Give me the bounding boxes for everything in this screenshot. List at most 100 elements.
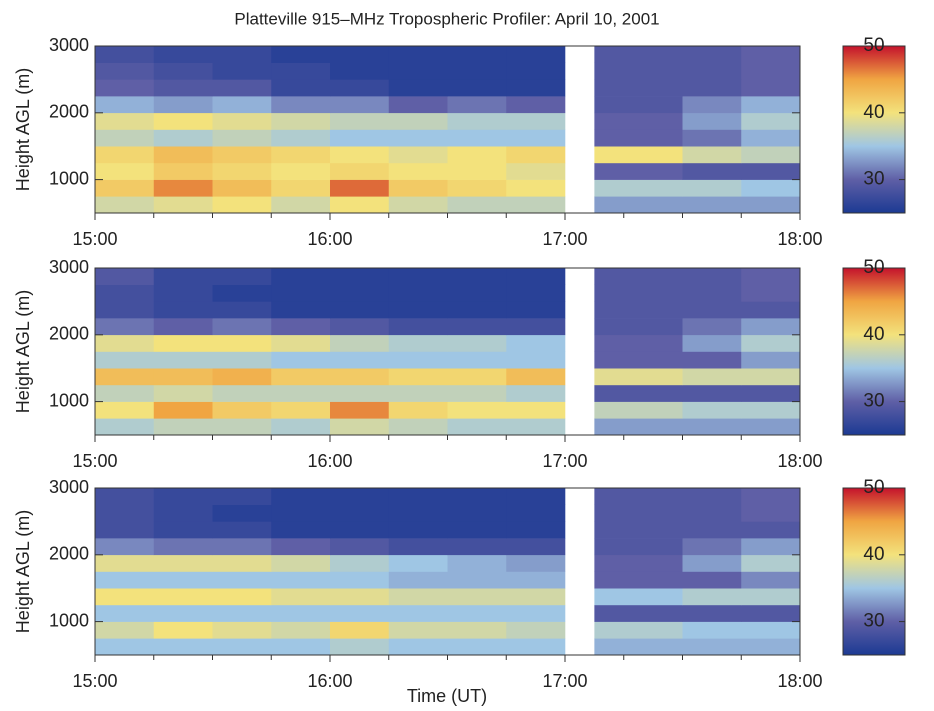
heatmap-cell xyxy=(506,554,566,572)
heatmap-cell xyxy=(388,46,448,63)
heatmap-cell xyxy=(153,621,213,639)
heatmap-cell xyxy=(271,46,331,63)
heatmap-cell xyxy=(95,488,155,505)
heatmap-cell xyxy=(212,112,272,130)
heatmap-cell xyxy=(212,196,272,214)
heatmap-cell xyxy=(741,638,801,656)
heatmap-cell xyxy=(153,162,213,180)
heatmap-cell xyxy=(330,146,390,164)
heatmap-cell xyxy=(594,79,683,97)
heatmap-cell xyxy=(271,554,331,572)
heatmap-cell xyxy=(212,538,272,556)
colorbar xyxy=(842,487,906,656)
x-tick-label: 18:00 xyxy=(777,671,822,691)
heatmap-cell xyxy=(330,79,390,97)
heatmap-cell xyxy=(271,112,331,130)
heatmap-cell xyxy=(682,504,742,522)
x-tick-label: 16:00 xyxy=(307,451,352,471)
y-tick-label: 1000 xyxy=(49,168,89,188)
heatmap-cell xyxy=(506,604,566,622)
heatmap-cell xyxy=(447,46,507,63)
heatmap-cell xyxy=(388,79,448,97)
heatmap-cell xyxy=(506,368,566,386)
heatmap-cell xyxy=(682,334,742,352)
colorbar-tick-label: 50 xyxy=(863,35,884,56)
heatmap-cell xyxy=(388,504,448,522)
heatmap-cell xyxy=(388,554,448,572)
heatmap-cell xyxy=(506,521,566,539)
heatmap-cell xyxy=(594,538,683,556)
heatmap-cell xyxy=(271,351,331,369)
heatmap-cell xyxy=(594,418,683,436)
heatmap-cell xyxy=(95,162,155,180)
heatmap-cell xyxy=(741,504,801,522)
heatmap-cell xyxy=(212,268,272,285)
heatmap-cell xyxy=(506,79,566,97)
x-tick-label: 17:00 xyxy=(542,229,587,249)
heatmap-cell xyxy=(212,146,272,164)
heatmap-cell xyxy=(741,79,801,97)
heatmap-cell xyxy=(388,334,448,352)
heatmap-cell xyxy=(741,418,801,436)
heatmap-cell xyxy=(594,621,683,639)
heatmap-cell xyxy=(594,146,683,164)
heatmap-cell xyxy=(447,418,507,436)
heatmap-cell xyxy=(682,301,742,319)
heatmap-cell xyxy=(95,334,155,352)
heatmap-cell xyxy=(271,521,331,539)
heatmap-cell xyxy=(447,268,507,285)
x-axis-label: Time (UT) xyxy=(407,686,487,706)
heatmap-cell xyxy=(447,196,507,214)
heatmap-cell xyxy=(506,384,566,402)
heatmap-cell xyxy=(153,129,213,147)
heatmap-cell xyxy=(271,368,331,386)
heatmap-cell xyxy=(388,96,448,114)
heatmap-cell xyxy=(95,554,155,572)
heatmap-cell xyxy=(388,179,448,197)
heatmap-cell xyxy=(330,384,390,402)
heatmap-cell xyxy=(330,46,390,63)
heatmap-cell xyxy=(330,96,390,114)
heatmap-cell xyxy=(212,79,272,97)
heatmap-cell xyxy=(212,638,272,656)
heatmap-cell xyxy=(741,604,801,622)
heatmap-cell xyxy=(212,96,272,114)
heatmap-cell xyxy=(153,554,213,572)
heatmap-cell xyxy=(271,318,331,336)
heatmap-cell xyxy=(506,96,566,114)
heatmap-cell xyxy=(682,129,742,147)
heatmap-cell xyxy=(741,588,801,606)
heatmap-cell xyxy=(682,554,742,572)
heatmap-cell xyxy=(271,401,331,419)
heatmap-cell xyxy=(95,571,155,589)
heatmap-cell xyxy=(153,179,213,197)
heatmap-cell xyxy=(594,196,683,214)
heatmap-cell xyxy=(594,588,683,606)
heatmap-cell xyxy=(212,401,272,419)
colorbar-tick-label: 30 xyxy=(863,169,884,190)
heatmap-cell xyxy=(153,488,213,505)
x-tick-label: 15:00 xyxy=(72,229,117,249)
heatmap-cell xyxy=(95,179,155,197)
y-tick-label: 3000 xyxy=(49,477,89,497)
heatmap-cell xyxy=(271,196,331,214)
heatmap-cell xyxy=(506,146,566,164)
y-tick-label: 1000 xyxy=(49,390,89,410)
heatmap-cell xyxy=(95,129,155,147)
heatmap-cell xyxy=(741,146,801,164)
heatmap-cell xyxy=(594,521,683,539)
colorbar-tick-label: 50 xyxy=(863,257,884,278)
heatmap-cell xyxy=(271,179,331,197)
heatmap-cell xyxy=(153,79,213,97)
heatmap-cell xyxy=(388,301,448,319)
heatmap-cell xyxy=(594,604,683,622)
heatmap-cell xyxy=(741,46,801,63)
x-tick-label: 15:00 xyxy=(72,671,117,691)
heatmap-cell xyxy=(388,268,448,285)
heatmap-cell xyxy=(330,571,390,589)
heatmap-cell xyxy=(153,112,213,130)
heatmap-cell xyxy=(95,418,155,436)
heatmap-cell xyxy=(153,384,213,402)
heatmap-cell xyxy=(330,538,390,556)
